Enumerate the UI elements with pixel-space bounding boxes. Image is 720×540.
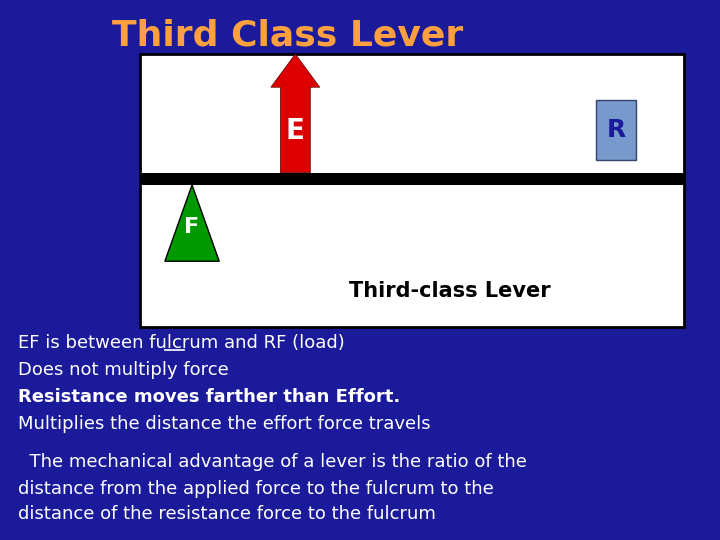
Text: The mechanical advantage of a lever is the ratio of the: The mechanical advantage of a lever is t… bbox=[18, 453, 527, 471]
Text: Third Class Lever: Third Class Lever bbox=[112, 18, 463, 52]
Text: EF is between fulcrum and RF (load): EF is between fulcrum and RF (load) bbox=[18, 334, 345, 352]
Bar bbox=[595, 100, 636, 160]
Bar bbox=[140, 173, 684, 185]
Text: Resistance moves farther than Effort.: Resistance moves farther than Effort. bbox=[18, 388, 400, 406]
Polygon shape bbox=[165, 185, 219, 261]
Text: distance of the resistance force to the fulcrum: distance of the resistance force to the … bbox=[18, 505, 436, 523]
Text: Multiplies the distance the effort force travels: Multiplies the distance the effort force… bbox=[18, 415, 431, 433]
Bar bbox=[140, 54, 684, 327]
Text: distance from the applied force to the fulcrum to the: distance from the applied force to the f… bbox=[18, 480, 494, 498]
Text: R: R bbox=[606, 118, 626, 143]
Text: F: F bbox=[184, 217, 199, 237]
Text: Does not multiply force: Does not multiply force bbox=[18, 361, 229, 379]
FancyArrow shape bbox=[271, 54, 320, 173]
Text: E: E bbox=[286, 117, 305, 145]
Text: Third-class Lever: Third-class Lever bbox=[349, 281, 551, 301]
